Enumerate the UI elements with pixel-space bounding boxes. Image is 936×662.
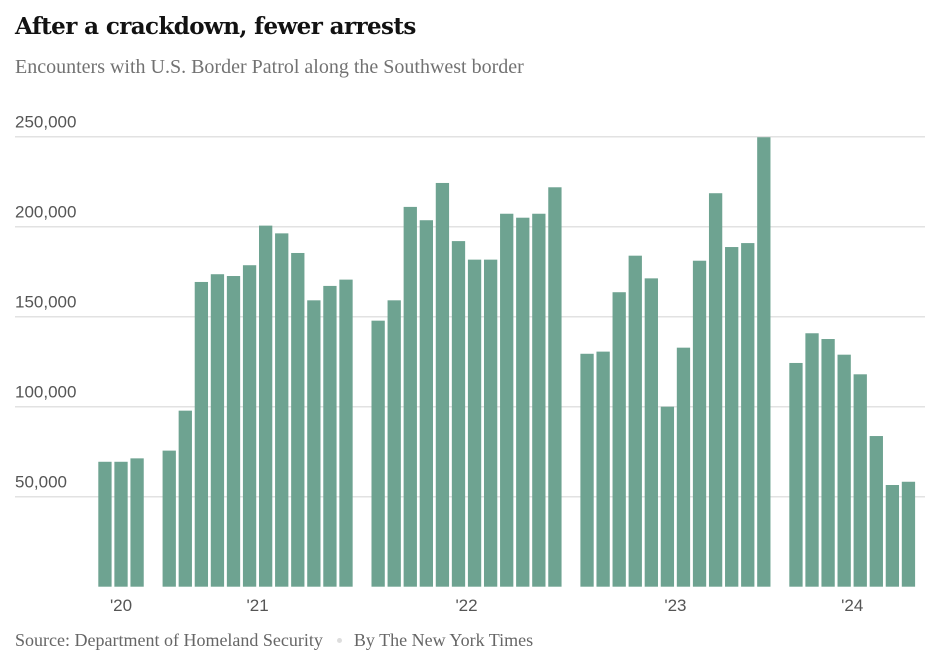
- x-tick-label: '21: [247, 596, 269, 615]
- y-tick-label: 100,000: [15, 383, 76, 402]
- bar: [821, 339, 835, 587]
- bar: [114, 461, 128, 587]
- x-tick-label: '23: [664, 596, 686, 615]
- bar: [467, 259, 482, 587]
- bar: [885, 485, 900, 587]
- bar: [660, 406, 675, 587]
- bar: [692, 260, 707, 587]
- bar: [451, 241, 466, 587]
- bar: [516, 217, 530, 587]
- bar: [226, 276, 241, 587]
- bar: [291, 252, 305, 587]
- x-tick-label: '20: [110, 596, 132, 615]
- bar: [275, 233, 289, 587]
- bar: [483, 259, 498, 587]
- bar: [403, 206, 417, 587]
- chart-subtitle: Encounters with U.S. Border Patrol along…: [15, 56, 524, 78]
- bar: [901, 481, 916, 587]
- bar: [435, 182, 450, 587]
- bar: [853, 374, 867, 587]
- bar: [741, 243, 755, 587]
- bar: [789, 362, 803, 587]
- bar: [242, 265, 257, 587]
- bar: [628, 255, 642, 587]
- bar: [708, 193, 723, 587]
- bar: [644, 278, 658, 587]
- bar: [548, 187, 562, 587]
- bar: [500, 213, 514, 587]
- bar: [387, 300, 401, 587]
- chart-title: After a crackdown, fewer arrests: [15, 13, 416, 40]
- y-tick-label: 200,000: [15, 203, 76, 222]
- bar: [130, 458, 144, 587]
- separator-dot: [336, 637, 342, 643]
- bar: [419, 220, 433, 587]
- bar: [323, 285, 337, 587]
- bar: [805, 333, 819, 587]
- bar: [194, 281, 209, 587]
- bar: [596, 351, 610, 587]
- bar: [98, 461, 112, 587]
- y-tick-label: 50,000: [15, 473, 67, 492]
- bar: [178, 410, 192, 587]
- bar: [676, 347, 691, 587]
- x-tick-label: '24: [841, 596, 863, 615]
- bar: [612, 292, 626, 587]
- bar: [307, 300, 321, 587]
- credit-note: By The New York Times: [353, 630, 534, 650]
- bar: [259, 225, 273, 587]
- bar: [580, 353, 594, 587]
- footer: Source: Department of Homeland Security B…: [15, 630, 533, 651]
- bar: [162, 450, 176, 587]
- y-tick-label: 250,000: [15, 113, 76, 132]
- bar: [869, 436, 883, 587]
- bar: [725, 247, 739, 587]
- x-tick-label: '22: [455, 596, 477, 615]
- bar: [339, 279, 353, 587]
- bar: [837, 354, 851, 587]
- bar: [210, 274, 225, 587]
- y-tick-label: 150,000: [15, 293, 76, 312]
- bar: [757, 137, 771, 587]
- bar: [532, 213, 546, 587]
- source-note: Source: Department of Homeland Security: [15, 630, 323, 650]
- bar: [371, 320, 385, 587]
